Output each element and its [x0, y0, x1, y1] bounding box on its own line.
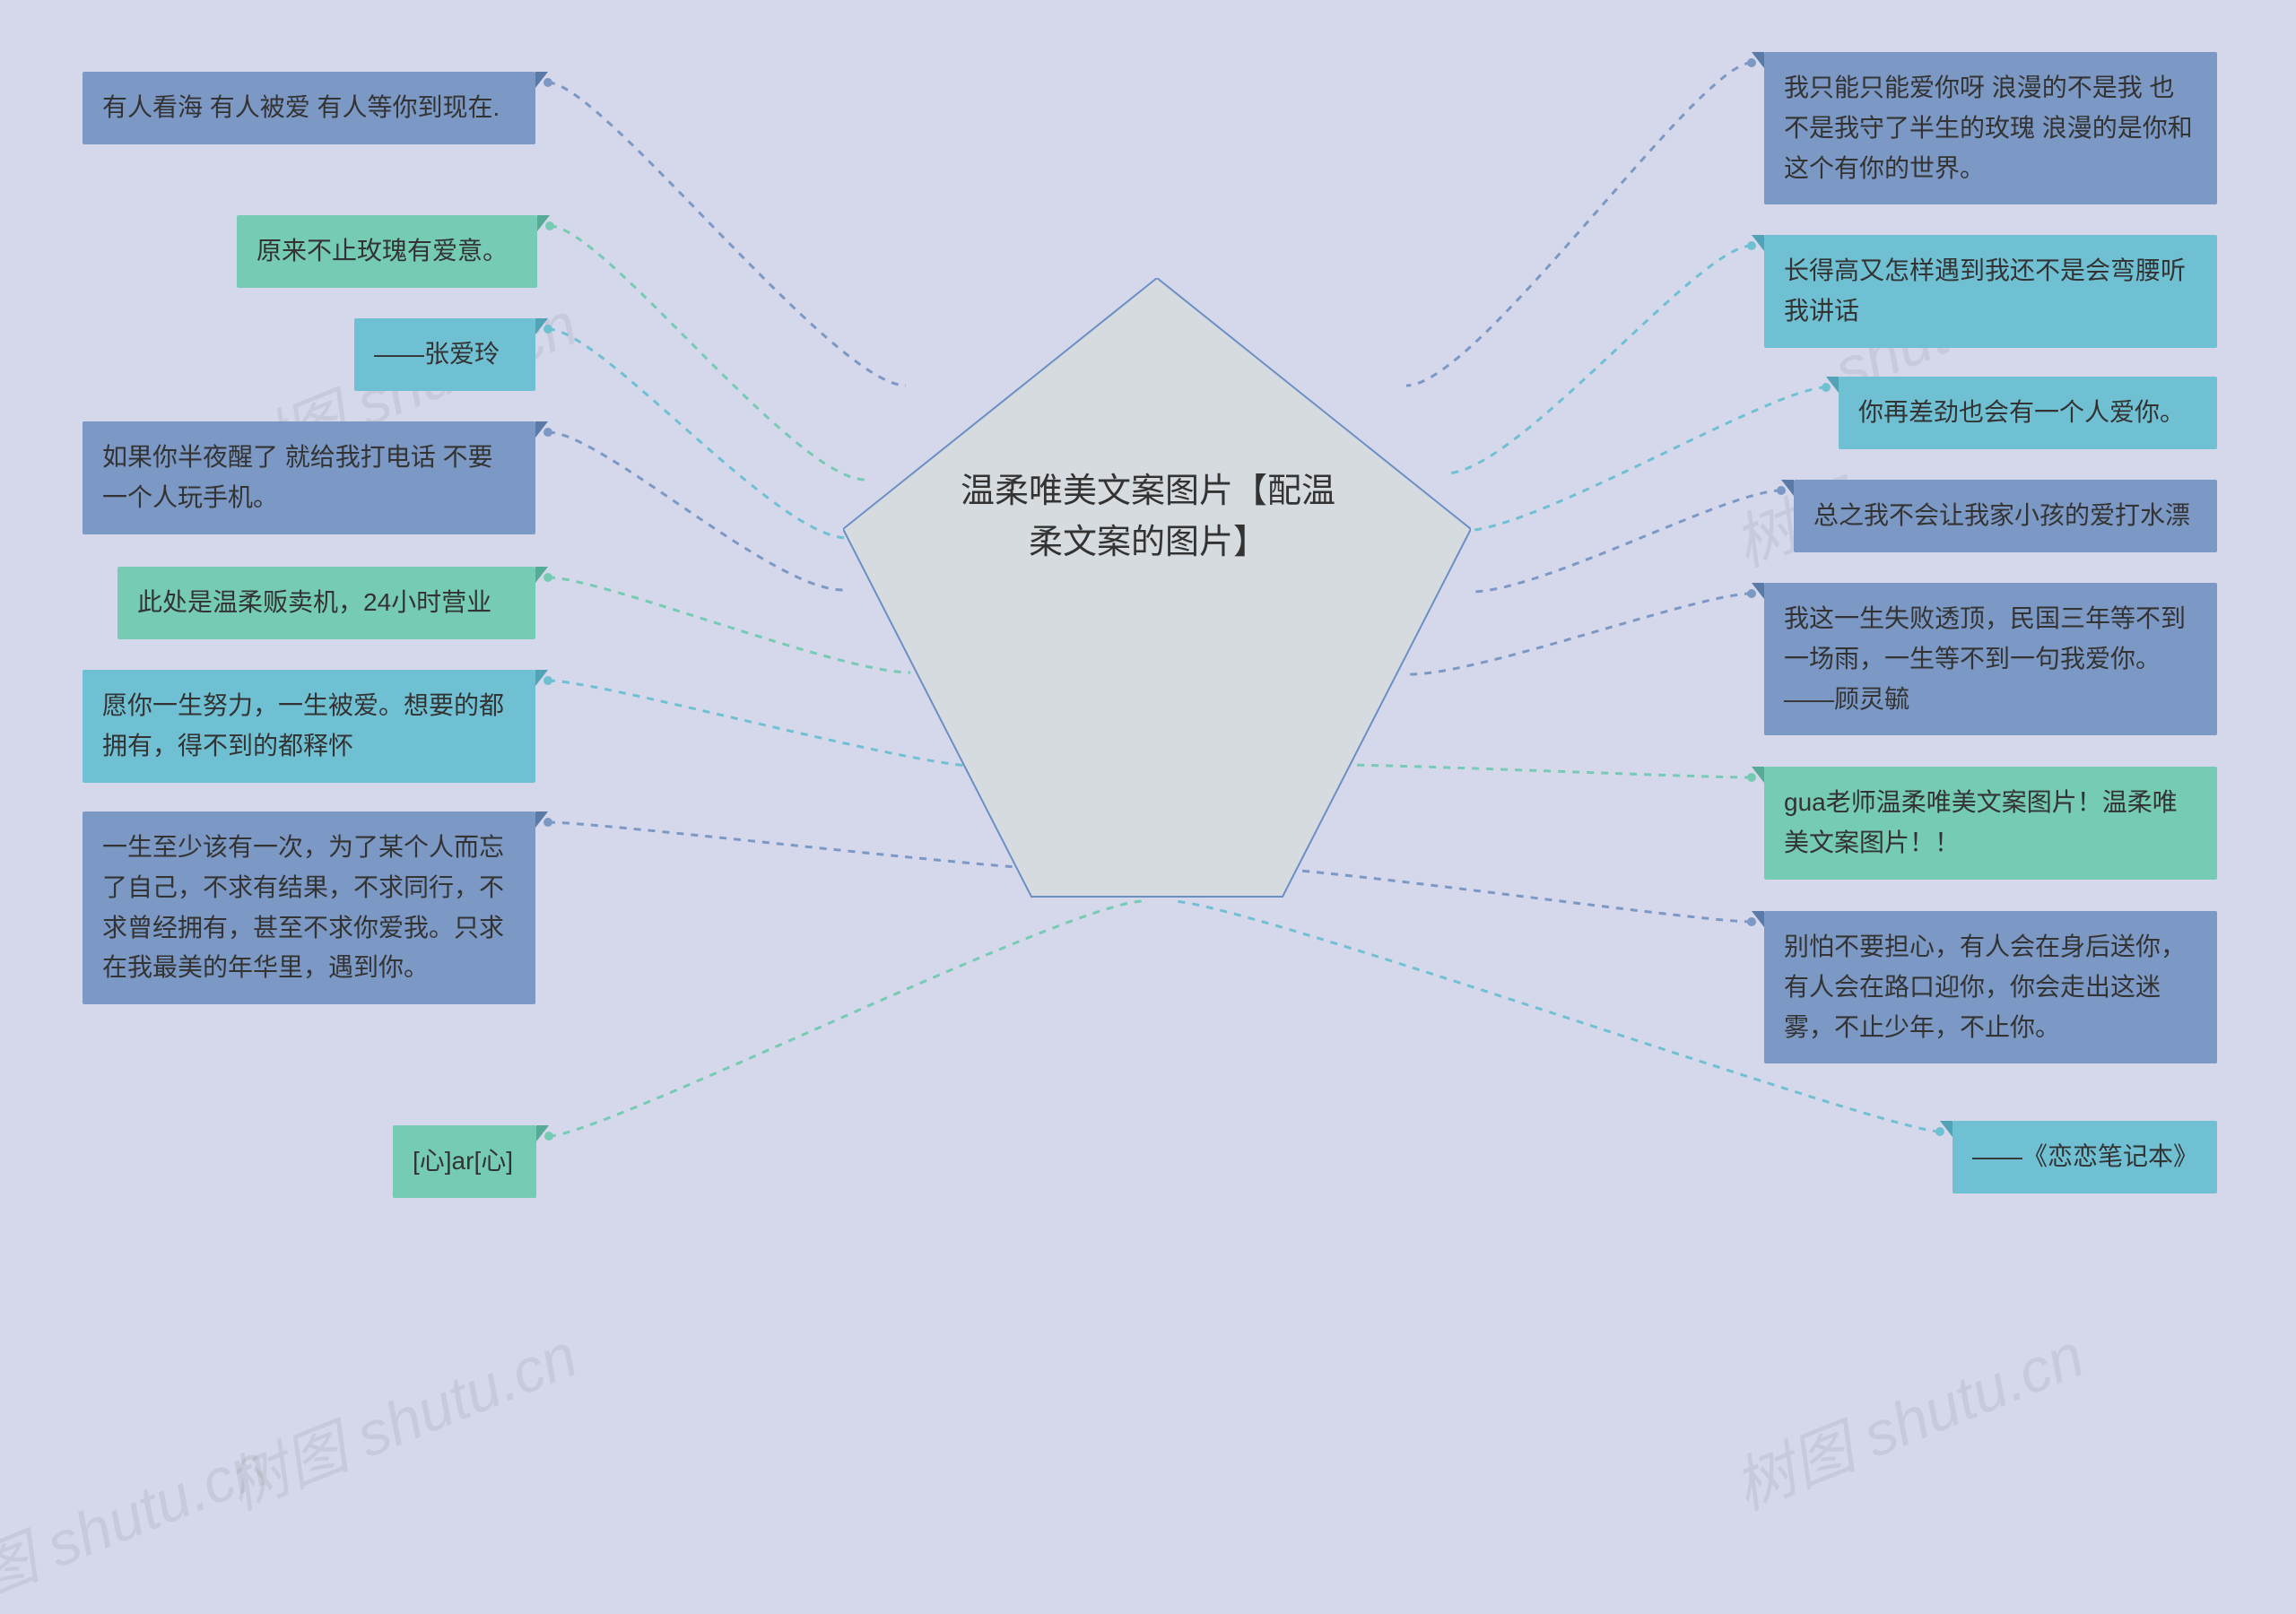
left-node-6: 一生至少该有一次，为了某个人而忘了自己，不求有结果，不求同行，不求曾经拥有，甚至… — [83, 811, 535, 1004]
center-title-line1: 温柔唯美文案图片【配温 — [961, 473, 1335, 510]
right-node-4: 我这一生失败透顶，民国三年等不到一场雨，一生等不到一句我爱你。——顾灵毓 — [1764, 583, 2217, 735]
center-title-line2: 柔文案的图片】 — [1029, 524, 1267, 561]
right-node-0: 我只能只能爱你呀 浪漫的不是我 也不是我守了半生的玫瑰 浪漫的是你和这个有你的世… — [1764, 52, 2217, 204]
watermark-4: 树图 shutu.cn — [212, 1306, 587, 1526]
left-node-7: [心]ar[心] — [393, 1125, 536, 1198]
left-node-3: 如果你半夜醒了 就给我打电话 不要一个人玩手机。 — [83, 421, 535, 534]
left-node-0: 有人看海 有人被爱 有人等你到现在. — [83, 72, 535, 144]
left-node-5: 愿你一生努力，一生被爱。想要的都拥有，得不到的都释怀 — [83, 670, 535, 783]
right-node-2: 你再差劲也会有一个人爱你。 — [1839, 377, 2217, 449]
right-node-1: 长得高又怎样遇到我还不是会弯腰听我讲话 — [1764, 235, 2217, 348]
center-pentagon — [843, 278, 1471, 906]
right-node-7: ——《恋恋笔记本》 — [1952, 1121, 2217, 1193]
left-node-4: 此处是温柔贩卖机，24小时营业 — [117, 567, 535, 639]
left-node-1: 原来不止玫瑰有爱意。 — [237, 215, 537, 288]
right-node-5: gua老师温柔唯美文案图片！温柔唯美文案图片！！ — [1764, 767, 2217, 880]
right-node-3: 总之我不会让我家小孩的爱打水漂 — [1794, 480, 2217, 552]
watermark-6: 图 shutu.cn — [0, 1416, 278, 1614]
right-node-6: 别怕不要担心，有人会在身后送你，有人会在路口迎你，你会走出这迷雾，不止少年，不止… — [1764, 911, 2217, 1063]
watermark-5: 树图 shutu.cn — [1718, 1306, 2094, 1526]
center-title: 温柔唯美文案图片【配温 柔文案的图片】 — [942, 466, 1354, 568]
left-node-2: ——张爱玲 — [354, 318, 535, 391]
